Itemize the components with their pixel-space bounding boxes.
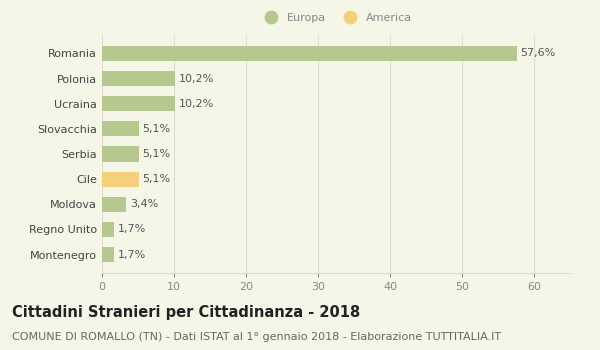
Text: 57,6%: 57,6% <box>520 48 556 58</box>
Bar <box>102 146 139 162</box>
Legend: Europa, America: Europa, America <box>256 8 416 27</box>
Text: COMUNE DI ROMALLO (TN) - Dati ISTAT al 1° gennaio 2018 - Elaborazione TUTTITALIA: COMUNE DI ROMALLO (TN) - Dati ISTAT al 1… <box>12 332 501 343</box>
Text: 5,1%: 5,1% <box>142 174 170 184</box>
Text: Cittadini Stranieri per Cittadinanza - 2018: Cittadini Stranieri per Cittadinanza - 2… <box>12 304 360 320</box>
Text: 5,1%: 5,1% <box>142 124 170 134</box>
Text: 5,1%: 5,1% <box>142 149 170 159</box>
Bar <box>102 71 175 86</box>
Text: 3,4%: 3,4% <box>130 199 158 209</box>
Bar <box>102 172 139 187</box>
Text: 1,7%: 1,7% <box>118 224 146 234</box>
Text: 10,2%: 10,2% <box>179 99 214 109</box>
Bar <box>102 96 175 111</box>
Bar <box>102 197 127 212</box>
Text: 10,2%: 10,2% <box>179 74 214 84</box>
Text: 1,7%: 1,7% <box>118 250 146 260</box>
Bar <box>102 121 139 136</box>
Bar <box>102 46 517 61</box>
Bar <box>102 247 114 262</box>
Bar <box>102 222 114 237</box>
